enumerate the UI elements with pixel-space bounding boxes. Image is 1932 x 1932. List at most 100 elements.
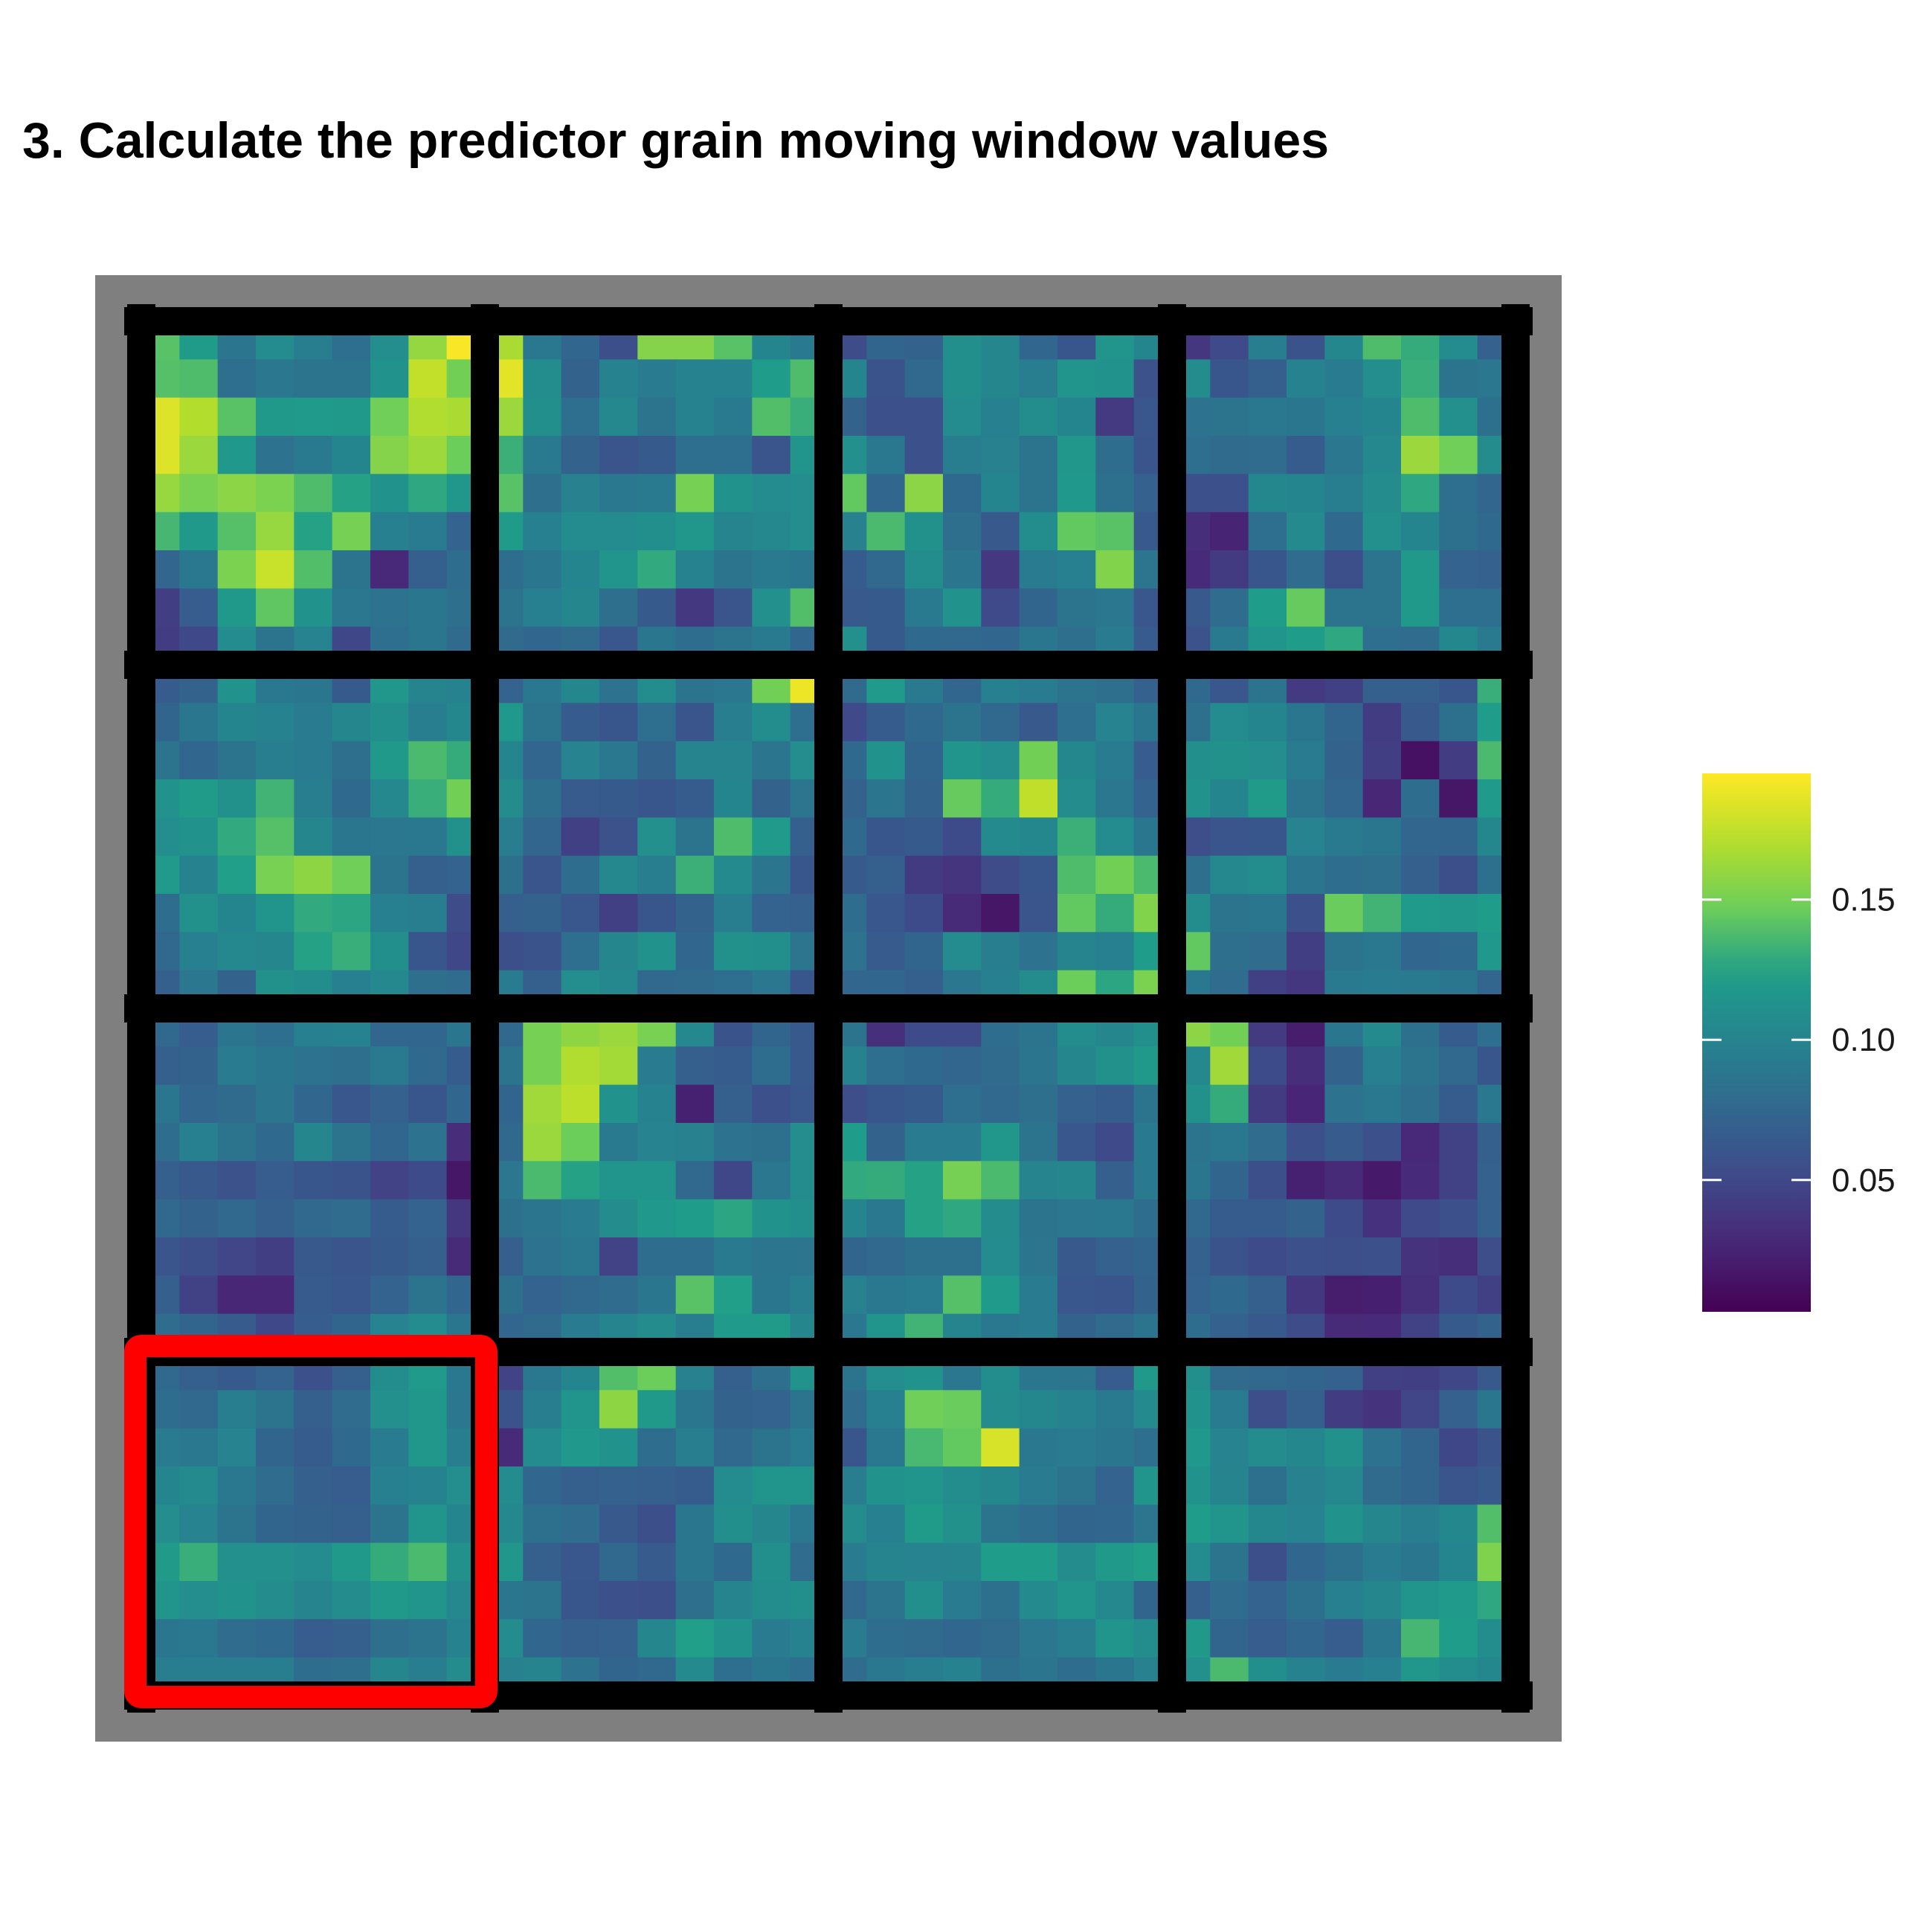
heatmap-cell <box>1019 474 1058 513</box>
heatmap-cell <box>561 817 600 857</box>
heatmap-cell <box>866 703 906 742</box>
heatmap-cell <box>370 932 409 971</box>
heatmap-cell <box>981 1428 1020 1467</box>
heatmap-cell <box>981 741 1020 780</box>
colorbar-tick-label: 0.05 <box>1832 1162 1896 1199</box>
heatmap-cell <box>752 588 791 628</box>
heatmap-cell <box>1210 588 1249 628</box>
heatmap-cell <box>370 1123 409 1162</box>
heatmap-cell <box>599 741 638 780</box>
heatmap-cell <box>1287 817 1325 857</box>
heatmap-cell <box>179 588 219 628</box>
heatmap-cell <box>599 1542 638 1582</box>
heatmap-cell <box>332 1619 371 1658</box>
heatmap-cell <box>256 817 294 857</box>
heatmap-cell <box>637 588 677 628</box>
heatmap-cell <box>1019 1504 1058 1544</box>
heatmap-cell <box>1210 1237 1249 1276</box>
heatmap-cell <box>714 1390 753 1429</box>
heatmap-cell <box>714 703 753 742</box>
heatmap-cell <box>637 1542 677 1582</box>
heatmap-cell <box>752 1390 791 1429</box>
heatmap-cell <box>1324 512 1364 551</box>
heatmap-cell <box>904 474 944 513</box>
heatmap-cell <box>1287 1542 1325 1582</box>
heatmap-cell <box>1287 512 1325 551</box>
heatmap-cell <box>256 1504 294 1544</box>
heatmap-cell <box>179 894 219 933</box>
heatmap-cell <box>981 894 1020 933</box>
heatmap-cell <box>599 1390 638 1429</box>
heatmap-cell <box>1095 1542 1135 1582</box>
heatmap-cell <box>1324 436 1364 474</box>
heatmap-cell <box>981 855 1020 895</box>
heatmap-cell <box>599 550 638 589</box>
heatmap-cell <box>256 474 294 513</box>
heatmap-cell <box>981 588 1020 628</box>
heatmap-cell <box>217 1619 257 1658</box>
heatmap-cell <box>1439 1199 1478 1238</box>
heatmap-cell <box>1362 1619 1402 1658</box>
heatmap-cell <box>332 359 371 399</box>
heatmap-cell <box>943 932 982 971</box>
heatmap-cell <box>752 703 791 742</box>
heatmap-cell <box>752 1504 791 1544</box>
heatmap-cell <box>332 1466 371 1505</box>
heatmap-cell <box>256 779 294 818</box>
heatmap-cell <box>1362 512 1402 551</box>
heatmap-cell <box>256 703 294 742</box>
heatmap-cell <box>981 359 1020 399</box>
heatmap-cell <box>370 1199 409 1238</box>
heatmap-cell <box>675 1275 715 1315</box>
heatmap-cell <box>370 1046 409 1086</box>
heatmap-cell <box>637 1504 677 1544</box>
heatmap-cell <box>943 1161 982 1200</box>
heatmap-cell <box>1362 1504 1402 1544</box>
heatmap-cell <box>981 550 1020 589</box>
heatmap-cell <box>1248 1161 1287 1200</box>
heatmap-cell <box>332 703 371 742</box>
heatmap-cell <box>866 1199 906 1238</box>
heatmap-cell <box>675 397 715 437</box>
heatmap-cell <box>675 855 715 895</box>
heatmap-cell <box>1287 703 1325 742</box>
heatmap-cell <box>599 703 638 742</box>
heatmap-cell <box>1287 1046 1325 1086</box>
heatmap-cell <box>675 1504 715 1544</box>
heatmap-cell <box>752 512 791 551</box>
heatmap-cell <box>943 474 982 513</box>
heatmap-cell <box>981 512 1020 551</box>
heatmap-cell <box>1057 855 1096 895</box>
heatmap-cell <box>1248 1390 1287 1429</box>
heatmap-cell <box>1401 512 1440 551</box>
heatmap-cell <box>370 436 409 474</box>
heatmap-cell <box>1019 1581 1058 1620</box>
heatmap-cell <box>1057 817 1096 857</box>
colorbar-legend: 0.05 0.10 0.15 <box>1702 773 1896 1312</box>
heatmap-cell <box>1019 1046 1058 1086</box>
heatmap-cell <box>294 512 333 551</box>
heatmap-cell <box>943 550 982 589</box>
heatmap-cell <box>408 741 448 780</box>
heatmap-cell <box>1057 703 1096 742</box>
heatmap-cell <box>523 397 562 437</box>
heatmap-cell <box>1401 359 1440 399</box>
heatmap-cell <box>675 1161 715 1200</box>
heatmap-cell <box>1057 741 1096 780</box>
heatmap-cell <box>1095 894 1135 933</box>
heatmap-cell <box>408 1161 448 1200</box>
heatmap-cell <box>408 1237 448 1276</box>
heatmap-cell <box>294 588 333 628</box>
heatmap-cell <box>943 1199 982 1238</box>
heatmap-cell <box>1362 1084 1402 1124</box>
heatmap-cell <box>523 359 562 399</box>
heatmap-cell <box>637 703 677 742</box>
heatmap-cell <box>408 1046 448 1086</box>
heatmap-cell <box>1324 932 1364 971</box>
heatmap-cell <box>1019 1275 1058 1315</box>
heatmap-cell <box>294 1237 333 1276</box>
heatmap-cell <box>1401 474 1440 513</box>
heatmap-cell <box>217 894 257 933</box>
heatmap-cell <box>561 1390 600 1429</box>
heatmap-cell <box>332 512 371 551</box>
